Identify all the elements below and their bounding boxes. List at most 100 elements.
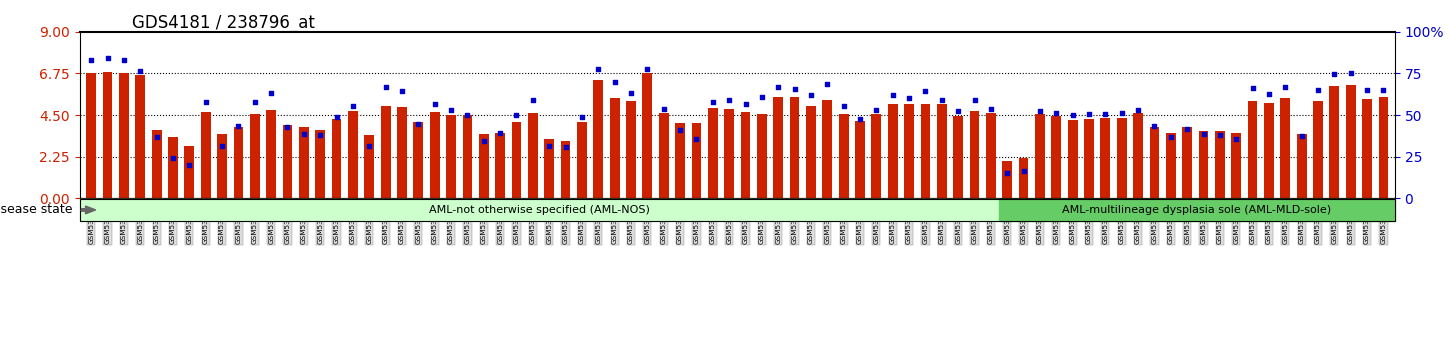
Bar <box>200 112 210 198</box>
Bar <box>658 113 668 198</box>
Bar <box>429 112 439 198</box>
Point <box>210 144 233 149</box>
Bar <box>692 124 702 198</box>
Bar <box>1150 127 1160 198</box>
Point <box>407 121 431 127</box>
Point <box>1225 136 1248 142</box>
Point <box>635 66 658 72</box>
Point <box>750 94 773 99</box>
Point <box>1306 87 1330 93</box>
Bar <box>1101 118 1111 198</box>
Point <box>816 81 840 86</box>
Point <box>1143 123 1166 129</box>
Point <box>1012 168 1035 173</box>
Bar <box>168 137 178 198</box>
Bar <box>610 98 619 198</box>
Point <box>1372 87 1395 93</box>
Text: AML-multilineage dysplasia sole (AML-MLD-sole): AML-multilineage dysplasia sole (AML-MLD… <box>1063 205 1331 215</box>
Point <box>276 124 299 130</box>
Bar <box>676 124 684 198</box>
Bar <box>413 121 423 198</box>
Text: disease state: disease state <box>0 204 72 216</box>
Point <box>1356 87 1379 93</box>
Point <box>668 127 692 133</box>
Point <box>1093 111 1116 117</box>
Point <box>1192 131 1215 136</box>
Bar <box>332 119 341 198</box>
Point <box>947 109 970 114</box>
Point <box>96 55 119 61</box>
Point <box>129 68 152 74</box>
Point <box>1322 72 1346 77</box>
Bar <box>184 145 194 198</box>
Point <box>341 103 364 109</box>
Bar <box>642 73 652 198</box>
Point <box>554 144 577 150</box>
Point <box>473 138 496 144</box>
Bar <box>741 112 751 198</box>
Bar <box>1296 133 1306 198</box>
Point <box>931 97 954 103</box>
Point <box>898 96 921 101</box>
Point <box>979 106 1002 112</box>
Bar <box>512 122 522 198</box>
Bar <box>953 116 963 198</box>
Point <box>145 135 168 140</box>
Point <box>112 57 135 62</box>
Bar <box>1051 116 1061 198</box>
Point <box>570 114 593 120</box>
Bar <box>364 135 374 198</box>
Bar <box>283 125 293 198</box>
Bar <box>1330 86 1340 198</box>
Point <box>1273 85 1296 90</box>
Text: GDS4181 / 238796_at: GDS4181 / 238796_at <box>132 14 315 32</box>
Point <box>619 90 642 96</box>
Bar <box>249 114 260 198</box>
Point <box>1159 135 1182 140</box>
Bar <box>593 80 603 198</box>
Point <box>1176 126 1199 132</box>
Point <box>390 88 413 94</box>
Point <box>684 136 708 142</box>
Bar <box>447 115 455 198</box>
Bar <box>708 108 718 198</box>
Bar <box>856 121 864 198</box>
Bar <box>152 130 161 198</box>
Bar <box>528 113 538 198</box>
Point <box>358 144 381 149</box>
Bar <box>561 141 570 198</box>
Bar <box>986 113 996 198</box>
Point <box>832 103 856 109</box>
Point <box>178 162 202 168</box>
Point <box>702 99 725 105</box>
Bar <box>1116 118 1127 198</box>
Point <box>783 86 806 92</box>
Point <box>1077 111 1101 117</box>
Bar <box>1280 98 1290 198</box>
Point <box>1257 91 1280 97</box>
Point <box>848 116 871 121</box>
Bar <box>496 133 505 198</box>
Point <box>194 99 218 105</box>
Text: AML-not otherwise specified (AML-NOS): AML-not otherwise specified (AML-NOS) <box>429 205 650 215</box>
Bar <box>1346 85 1356 198</box>
Bar <box>905 104 914 198</box>
Bar <box>544 139 554 198</box>
Bar <box>397 107 407 198</box>
Bar <box>1134 113 1143 198</box>
Bar <box>299 127 309 198</box>
Bar <box>1231 133 1241 198</box>
Point <box>914 88 937 94</box>
Bar <box>103 72 113 198</box>
Bar <box>806 106 816 198</box>
Point <box>325 114 348 120</box>
Point <box>423 101 447 107</box>
Bar <box>315 130 325 198</box>
Point <box>1127 107 1150 112</box>
Point <box>864 107 887 112</box>
Point <box>293 131 316 136</box>
Bar <box>937 104 947 198</box>
Bar <box>838 114 848 198</box>
Point <box>538 143 561 148</box>
Point <box>226 123 249 129</box>
